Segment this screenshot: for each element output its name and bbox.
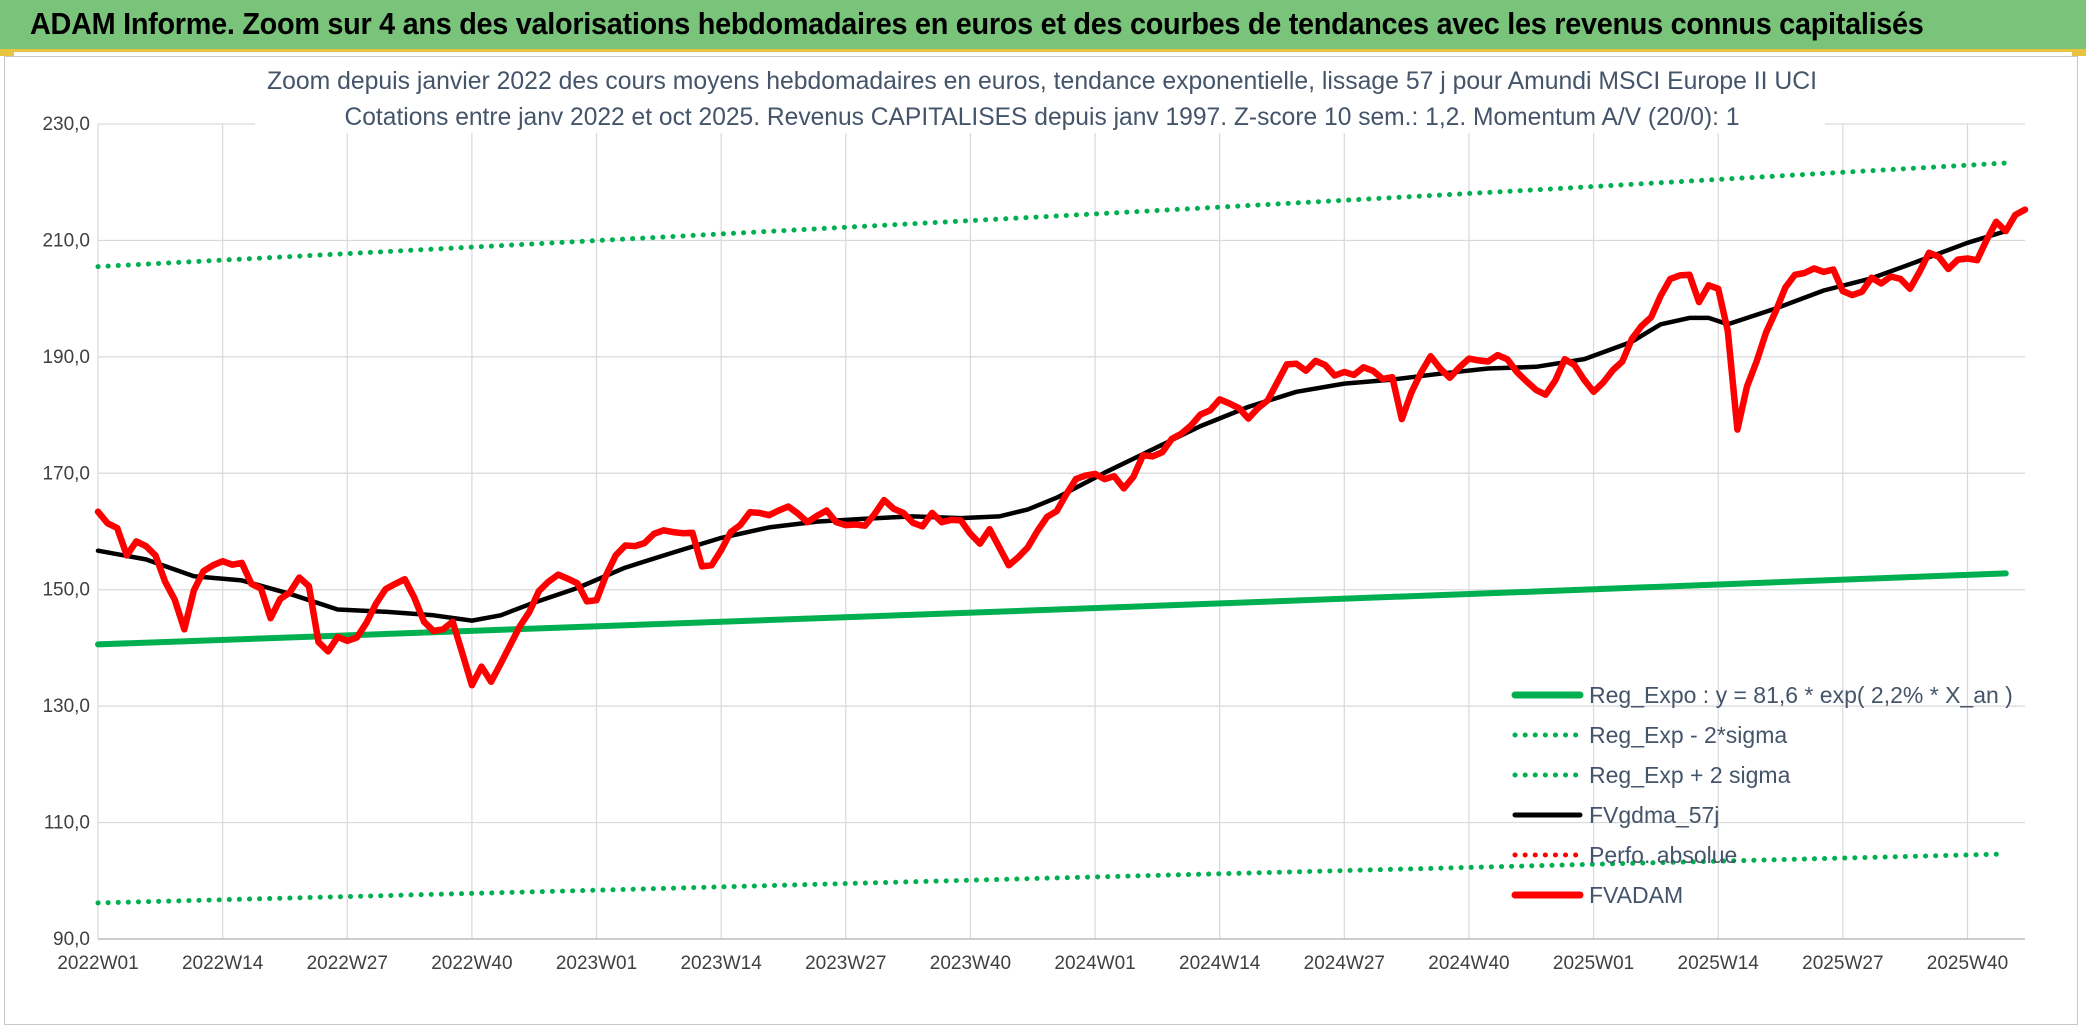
regression-expo-line	[95, 570, 2009, 648]
x-tick-label: 2023W14	[680, 953, 762, 974]
y-tick-label: 150,0	[42, 580, 90, 601]
title-background	[255, 61, 1825, 133]
chart-subtitle: Cotations entre janv 2022 et oct 2025. R…	[345, 103, 1740, 131]
x-tick-label: 2022W14	[182, 953, 264, 974]
corner-mark-right	[2072, 52, 2086, 56]
fvadam-line	[94, 206, 2029, 689]
x-tick-label: 2025W01	[1553, 953, 1634, 974]
y-tick-label: 130,0	[42, 696, 90, 717]
chart-area: 90,0 110,0 130,0 150,0 170,0 190,0 210,0 230,0 2…	[42, 61, 2029, 974]
legend-label: Reg_Expo : y = 81,6 * exp( 2,2% * X_an )	[1589, 682, 2013, 708]
x-tick-label: 2022W01	[57, 953, 138, 974]
chart-frame: 90,0 110,0 130,0 150,0 170,0 190,0 210,0 230,0 2…	[4, 56, 2078, 1025]
x-tick-label: 2024W40	[1428, 953, 1509, 974]
legend-label: Perfo. absolue	[1589, 842, 1737, 868]
x-tick-label: 2022W27	[307, 953, 388, 974]
report-banner: ADAM Informe. Zoom sur 4 ans des valoris…	[0, 0, 2086, 52]
x-tick-label: 2023W27	[805, 953, 886, 974]
y-tick-label: 110,0	[44, 813, 90, 834]
upper-sigma-band-line	[95, 160, 2009, 270]
legend-label: FVADAM	[1589, 882, 1683, 908]
y-tick-label: 230,0	[42, 114, 90, 135]
x-tick-label: 2025W27	[1802, 953, 1883, 974]
x-tick-label: 2025W14	[1678, 953, 1760, 974]
y-tick-label: 190,0	[42, 347, 90, 368]
x-tick-label: 2023W40	[930, 953, 1011, 974]
y-tick-label: 210,0	[42, 230, 90, 251]
x-tick-label: 2023W01	[556, 953, 637, 974]
x-tick-label: 2024W01	[1054, 953, 1135, 974]
x-tick-label: 2022W40	[431, 953, 512, 974]
x-tick-label: 2024W14	[1179, 953, 1261, 974]
chart-title: Zoom depuis janvier 2022 des cours moyen…	[267, 67, 1817, 95]
y-tick-label: 90,0	[53, 929, 90, 950]
x-tick-label: 2025W40	[1927, 953, 2008, 974]
legend-label: Reg_Exp + 2 sigma	[1589, 762, 1791, 788]
legend-label: Reg_Exp - 2*sigma	[1589, 722, 1787, 748]
legend-label: FVgdma_57j	[1589, 802, 1719, 828]
lower-sigma-band-line	[95, 851, 2009, 906]
report-title: ADAM Informe. Zoom sur 4 ans des valoris…	[30, 6, 1924, 41]
corner-mark-left	[0, 52, 14, 56]
y-tick-label: 170,0	[42, 463, 90, 484]
fvgdma-57j-line	[95, 228, 2009, 623]
x-tick-label: 2024W27	[1304, 953, 1385, 974]
